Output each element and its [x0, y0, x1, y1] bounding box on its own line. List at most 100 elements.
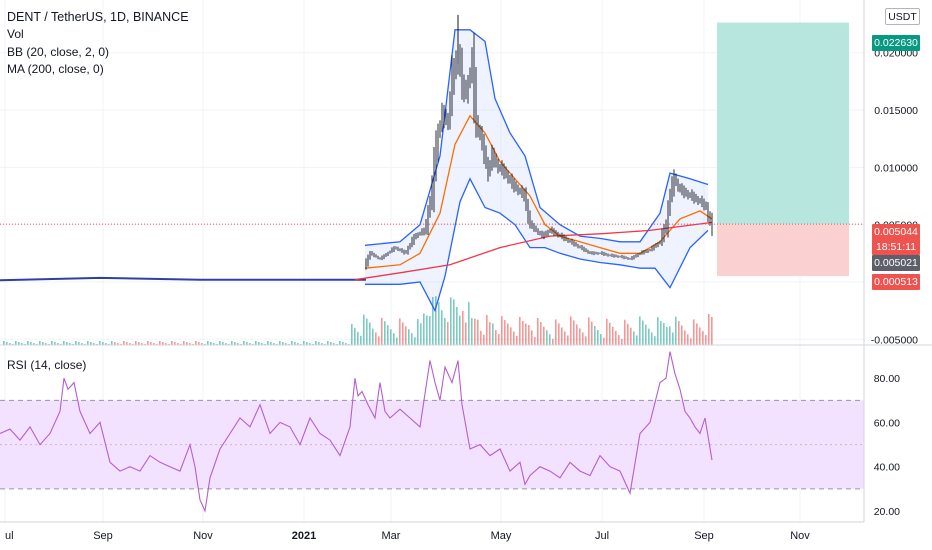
volume-bar — [189, 343, 191, 345]
time-tick-5: May — [491, 530, 512, 542]
volume-bar — [360, 335, 362, 345]
volume-bar — [672, 332, 674, 345]
volume-bar — [114, 342, 116, 345]
volume-bar — [282, 342, 284, 345]
volume-bar — [396, 337, 398, 345]
volume-bar — [549, 334, 551, 345]
price-tick-1: 0.015000 — [874, 105, 918, 117]
volume-bar — [567, 335, 569, 345]
time-tick-2: Nov — [193, 530, 213, 542]
volume-bar — [537, 318, 539, 345]
volume-bar — [525, 323, 527, 345]
volume-bar — [183, 341, 185, 345]
volume-bar — [75, 341, 77, 345]
volume-bar — [351, 323, 353, 345]
volume-bar — [447, 322, 449, 345]
volume-bar — [687, 334, 689, 345]
volume-bar — [213, 343, 215, 345]
volume-bar — [354, 327, 356, 345]
volume-bar — [444, 318, 446, 345]
volume-bar — [540, 322, 542, 345]
volume-bar — [573, 320, 575, 345]
volume-bar — [270, 342, 272, 345]
legend-ma200[interactable]: MA (200, close, 0) — [7, 62, 104, 76]
stop-zone[interactable] — [717, 224, 849, 277]
volume-bar — [582, 332, 584, 345]
candles — [365, 14, 713, 270]
volume-bar — [453, 299, 455, 345]
ma200-line — [354, 221, 713, 281]
legend-volume[interactable]: Vol — [7, 27, 24, 41]
volume-bar — [708, 314, 710, 345]
volume-bar — [624, 319, 626, 345]
rsi-tick-2: 40.00 — [874, 462, 900, 474]
volume-bar — [435, 296, 437, 345]
volume-bar — [663, 323, 665, 345]
volume-bar — [489, 322, 491, 345]
volume-bar — [426, 315, 428, 345]
volume-bar — [420, 323, 422, 345]
volume-bar — [660, 321, 662, 345]
rsi-tick-0: 80.00 — [874, 373, 900, 385]
volume-bar — [402, 322, 404, 345]
volume-bar — [393, 333, 395, 345]
volume-bar — [471, 318, 473, 345]
volume-bar — [618, 334, 620, 345]
rsi-axis[interactable]: 80.00 60.00 40.00 20.00 — [874, 373, 900, 518]
volume-bar — [669, 326, 671, 345]
legend-rsi[interactable]: RSI (14, close) — [7, 358, 87, 372]
price-axis[interactable]: 0.0200000.0150000.0100000.0050000.000000… — [871, 48, 918, 347]
volume-bar — [99, 341, 101, 345]
volume-bar — [651, 332, 653, 345]
volume-bar — [606, 318, 608, 345]
volume-bar — [174, 342, 176, 345]
volume-bar — [198, 342, 200, 345]
volume-bar — [66, 342, 68, 345]
volume-bar — [297, 343, 299, 345]
volume-bar — [576, 324, 578, 345]
volume-bar — [30, 342, 32, 345]
volume-bar — [690, 338, 692, 345]
volume-bar — [609, 322, 611, 345]
volume-bar — [138, 342, 140, 345]
volume-bar — [645, 324, 647, 345]
volume-bar — [315, 341, 317, 345]
time-tick-6: Jul — [595, 530, 609, 542]
price-tick-2: 0.010000 — [874, 162, 918, 174]
volume-bar — [654, 336, 656, 345]
bb-band-fill — [365, 29, 708, 311]
volume-bar — [693, 319, 695, 345]
volume-bar — [105, 343, 107, 345]
volume-bar — [90, 342, 92, 345]
volume-bar — [267, 341, 269, 345]
volume-bar — [699, 327, 701, 345]
volume-bar — [417, 319, 419, 345]
volume-bar — [15, 341, 17, 345]
volume-bar — [150, 342, 152, 345]
rsi-tick-3: 20.00 — [874, 506, 900, 518]
volume-bars — [3, 296, 713, 345]
volume-bar — [27, 341, 29, 345]
volume-bar — [303, 341, 305, 345]
volume-bar — [309, 343, 311, 345]
volume-bar — [162, 342, 164, 345]
volume-bar — [18, 342, 20, 345]
volume-bar — [441, 310, 443, 345]
volume-bar — [306, 342, 308, 345]
volume-bar — [579, 328, 581, 345]
chart-title[interactable]: DENT / TetherUS, 1D, BINANCE — [7, 10, 189, 24]
time-axis[interactable]: ul Sep Nov 2021 Mar May Jul Sep Nov — [5, 530, 810, 542]
volume-bar — [87, 341, 89, 345]
volume-bar — [423, 313, 425, 345]
volume-bar — [273, 343, 275, 345]
volume-bar — [594, 326, 596, 345]
volume-bar — [696, 323, 698, 345]
target-zone[interactable] — [717, 22, 849, 225]
currency-selector[interactable]: USDT — [885, 8, 920, 25]
volume-bar — [81, 343, 83, 345]
volume-bar — [564, 331, 566, 345]
volume-bar — [381, 317, 383, 345]
volume-bar — [102, 342, 104, 345]
legend-bollinger[interactable]: BB (20, close, 2, 0) — [7, 45, 110, 59]
